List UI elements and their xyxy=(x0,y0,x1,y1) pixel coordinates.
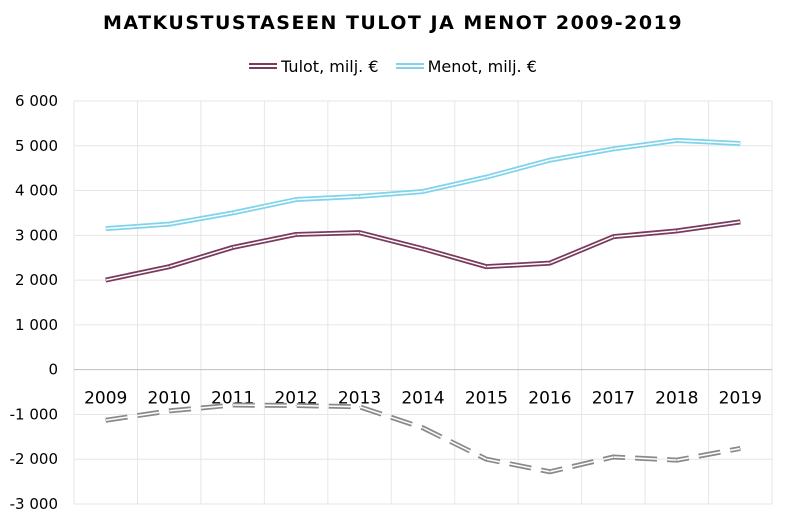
data-point xyxy=(612,236,614,238)
legend-label-tulot: Tulot, milj. € xyxy=(281,56,379,76)
data-point xyxy=(549,262,551,264)
series-2 xyxy=(105,402,741,475)
data-point xyxy=(105,279,107,281)
y-tick-label: 2 000 xyxy=(15,271,58,289)
data-point xyxy=(295,233,297,235)
data-point xyxy=(676,230,678,232)
x-tick-label: 2016 xyxy=(528,389,571,409)
data-point xyxy=(676,139,678,141)
legend: Tulot, milj. € Menot, milj. € xyxy=(0,54,786,76)
x-tick-label: 2013 xyxy=(338,389,381,409)
data-point xyxy=(105,228,107,230)
data-point xyxy=(359,406,361,408)
data-point xyxy=(168,266,170,268)
data-point xyxy=(612,456,614,458)
series-0 xyxy=(105,219,741,283)
data-point xyxy=(739,447,741,449)
data-point xyxy=(232,246,234,248)
y-tick-label: 4 000 xyxy=(15,182,58,200)
data-point xyxy=(168,410,170,412)
data-point xyxy=(612,148,614,150)
grid-layer xyxy=(73,100,773,505)
data-point xyxy=(739,143,741,145)
series-layer xyxy=(105,137,741,475)
data-point xyxy=(422,248,424,250)
data-point xyxy=(422,427,424,429)
data-point xyxy=(422,190,424,192)
y-tick-label: 6 000 xyxy=(15,92,58,110)
x-tick-label: 2014 xyxy=(401,389,444,409)
series-1 xyxy=(105,137,741,232)
y-tick-label: -3 000 xyxy=(10,495,58,513)
legend-swatch-menot xyxy=(395,63,424,69)
axis-layer: 6 000 5 000 4 000 3 000 2 000 1 000 0 -1 000 -2 … xyxy=(10,92,772,513)
data-point xyxy=(676,459,678,461)
x-tick-label: 2009 xyxy=(84,389,127,409)
data-point xyxy=(549,159,551,161)
data-point xyxy=(168,223,170,225)
y-tick-label: 0 xyxy=(48,361,58,379)
y-tick-label: -2 000 xyxy=(10,450,58,468)
data-point xyxy=(232,404,234,406)
data-point xyxy=(359,232,361,234)
data-point xyxy=(485,176,487,178)
data-point xyxy=(739,221,741,223)
data-point xyxy=(295,404,297,406)
data-point xyxy=(295,199,297,201)
legend-label-menot: Menot, milj. € xyxy=(427,56,537,76)
data-point xyxy=(232,212,234,214)
chart-title: MATKUSTUSTASEEN TULOT JA MENOT 2009-2019 xyxy=(102,12,684,34)
legend-item-tulot: Tulot, milj. € xyxy=(249,56,379,76)
data-point xyxy=(359,195,361,197)
legend-item-menot: Menot, milj. € xyxy=(395,56,537,76)
x-tick-label: 2018 xyxy=(655,389,698,409)
x-tick-label: 2010 xyxy=(148,389,191,409)
y-tick-label: 5 000 xyxy=(15,137,58,155)
y-tick-label: 3 000 xyxy=(15,226,58,244)
x-tick-label: 2015 xyxy=(465,389,508,409)
data-point xyxy=(485,458,487,460)
y-tick-label: -1 000 xyxy=(10,405,58,423)
x-tick-label: 2019 xyxy=(719,389,762,409)
x-tick-label: 2017 xyxy=(592,389,635,409)
legend-swatch-tulot xyxy=(249,63,278,69)
data-point xyxy=(549,471,551,473)
data-point xyxy=(105,419,107,421)
y-tick-label: 1 000 xyxy=(15,316,58,334)
data-point xyxy=(485,266,487,268)
